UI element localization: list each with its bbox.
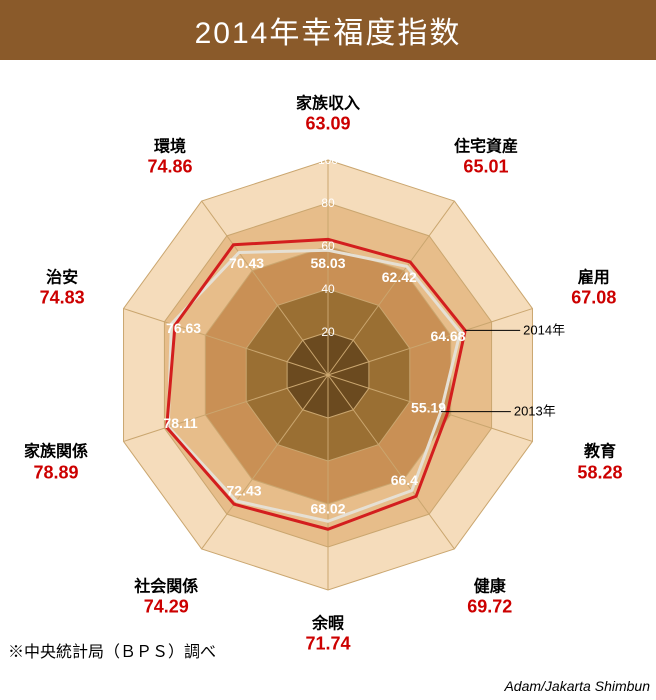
- axis-name: 環境: [148, 137, 193, 156]
- footnote-text: ※中央統計局（ＢＰＳ）調べ: [8, 638, 216, 662]
- axis-name: 健康: [467, 577, 512, 596]
- axis-name: 社会関係: [134, 577, 198, 596]
- axis-value: 65.01: [454, 156, 518, 178]
- axis-name: 雇用: [571, 268, 616, 287]
- axis-label: 教育58.28: [577, 443, 622, 484]
- svg-text:76.63: 76.63: [166, 320, 201, 336]
- svg-text:68.02: 68.02: [310, 500, 345, 516]
- svg-text:62.42: 62.42: [382, 269, 417, 285]
- svg-text:20: 20: [321, 325, 335, 339]
- axis-label: 健康69.72: [467, 577, 512, 618]
- chart-title: 2014年幸福度指数: [0, 0, 656, 60]
- radar-chart: 20 40 60 80 100 58.03 62.42 64.68 55.19 66.4 68.02…: [0, 60, 656, 660]
- svg-text:72.43: 72.43: [227, 483, 262, 499]
- axis-name: 住宅資産: [454, 137, 518, 156]
- axis-value: 63.09: [296, 114, 360, 136]
- axis-value: 71.74: [305, 634, 350, 656]
- axis-value: 74.29: [134, 596, 198, 618]
- axis-value: 74.83: [40, 287, 85, 309]
- axis-name: 教育: [577, 443, 622, 462]
- axis-label: 住宅資産65.01: [454, 137, 518, 178]
- chart-container: 2014年幸福度指数 20 40 60 80 100 58.03 62.42 64.68 55.…: [0, 0, 656, 700]
- svg-text:66.4: 66.4: [391, 472, 418, 488]
- axis-label: 家族関係78.89: [24, 443, 88, 484]
- credit-text: Adam/Jakarta Shimbun: [504, 678, 650, 694]
- axis-value: 78.89: [24, 462, 88, 484]
- axis-value: 58.28: [577, 462, 622, 484]
- chart-area: 20 40 60 80 100 58.03 62.42 64.68 55.19 66.4 68.02…: [0, 60, 656, 660]
- svg-text:70.43: 70.43: [229, 255, 264, 271]
- svg-text:2013年: 2013年: [514, 404, 556, 419]
- svg-text:60: 60: [321, 239, 335, 253]
- svg-text:100: 100: [318, 153, 338, 167]
- svg-text:78.11: 78.11: [163, 415, 197, 431]
- svg-text:40: 40: [321, 282, 335, 296]
- axis-label: 環境74.86: [148, 137, 193, 178]
- axis-name: 治安: [40, 268, 85, 287]
- svg-text:58.03: 58.03: [310, 255, 345, 271]
- axis-value: 67.08: [571, 287, 616, 309]
- axis-label: 治安74.83: [40, 268, 85, 309]
- svg-text:2014年: 2014年: [523, 322, 565, 337]
- axis-value: 69.72: [467, 596, 512, 618]
- svg-text:80: 80: [321, 196, 335, 210]
- axis-name: 余暇: [305, 615, 350, 634]
- axis-label: 雇用67.08: [571, 268, 616, 309]
- svg-text:64.68: 64.68: [430, 328, 465, 344]
- axis-label: 余暇71.74: [305, 615, 350, 656]
- axis-name: 家族収入: [296, 94, 360, 113]
- axis-value: 74.86: [148, 156, 193, 178]
- svg-text:55.19: 55.19: [411, 400, 446, 416]
- axis-name: 家族関係: [24, 443, 88, 462]
- axis-label: 家族収入63.09: [296, 94, 360, 135]
- axis-label: 社会関係74.29: [134, 577, 198, 618]
